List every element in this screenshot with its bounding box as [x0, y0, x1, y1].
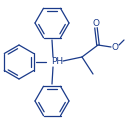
- Text: O: O: [111, 43, 119, 52]
- Text: O: O: [92, 19, 99, 28]
- Text: PH: PH: [51, 58, 63, 67]
